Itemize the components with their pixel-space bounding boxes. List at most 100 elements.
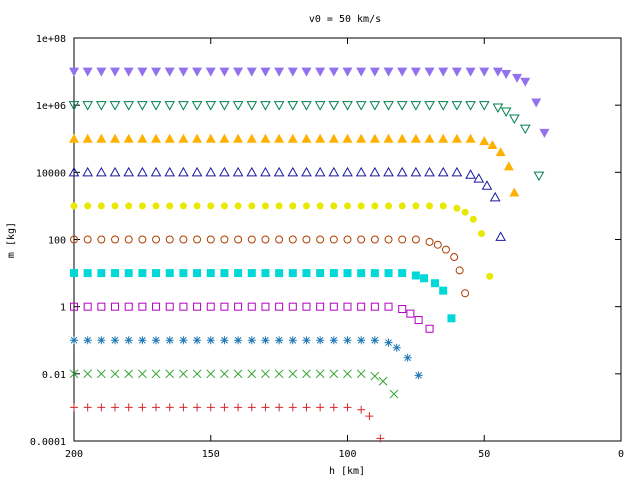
series-2 — [69, 369, 399, 399]
data-point — [397, 67, 408, 77]
y-tick-label: 1 — [60, 303, 66, 314]
series-3 — [70, 336, 423, 380]
data-point — [398, 235, 407, 244]
data-point — [411, 271, 420, 280]
data-point — [82, 166, 94, 177]
data-point — [478, 101, 490, 111]
data-point — [247, 336, 256, 345]
data-point — [288, 235, 297, 244]
data-point — [83, 235, 92, 244]
data-point — [370, 336, 379, 345]
data-point — [273, 166, 285, 177]
data-point — [137, 101, 148, 111]
data-point — [96, 67, 107, 77]
data-point — [97, 269, 106, 278]
data-point — [151, 133, 162, 143]
data-point — [178, 166, 189, 177]
data-point — [500, 107, 512, 117]
data-point — [97, 403, 106, 412]
data-point — [330, 202, 338, 210]
data-point — [301, 133, 312, 143]
series-10 — [68, 101, 545, 182]
data-point — [247, 269, 256, 278]
data-point — [164, 133, 175, 143]
data-point — [539, 128, 550, 138]
data-point — [247, 369, 257, 379]
data-point — [492, 103, 504, 114]
y-tick-label: 1e+06 — [36, 101, 66, 112]
y-tick-label: 0.0001 — [30, 437, 66, 448]
data-point — [369, 133, 380, 143]
data-point — [461, 208, 469, 216]
data-point — [205, 67, 216, 77]
data-point — [109, 166, 121, 177]
data-point — [357, 202, 365, 210]
data-point — [179, 403, 188, 412]
data-point — [150, 166, 162, 177]
data-point — [329, 403, 338, 412]
data-point — [370, 302, 379, 311]
data-point — [246, 67, 257, 77]
data-point — [151, 67, 162, 77]
data-point — [357, 405, 366, 414]
data-point — [396, 166, 408, 177]
data-point — [439, 286, 448, 295]
data-point — [70, 235, 78, 244]
data-point — [370, 371, 380, 381]
data-point — [207, 202, 215, 210]
data-marks — [68, 67, 550, 443]
data-point — [97, 235, 106, 244]
data-point — [152, 269, 161, 278]
data-point — [287, 67, 298, 77]
data-point — [343, 269, 352, 278]
data-point — [503, 161, 514, 171]
data-point — [138, 202, 146, 210]
data-point — [83, 369, 93, 379]
data-point — [328, 101, 340, 111]
data-point — [137, 166, 148, 177]
data-point — [97, 202, 105, 210]
data-point — [83, 403, 92, 412]
data-point — [398, 305, 407, 314]
data-point — [287, 166, 299, 177]
data-point — [123, 166, 135, 177]
data-point — [111, 336, 120, 345]
data-point — [205, 166, 217, 177]
data-point — [96, 369, 106, 379]
data-point — [509, 187, 520, 197]
data-point — [392, 343, 401, 352]
y-tick-label: 100 — [48, 236, 66, 247]
data-point — [465, 67, 476, 77]
data-point — [410, 101, 422, 111]
data-point — [343, 336, 352, 345]
data-point — [343, 403, 352, 412]
data-point — [220, 403, 229, 412]
data-point — [206, 369, 216, 379]
data-point — [357, 336, 366, 345]
data-point — [261, 369, 270, 379]
data-point — [469, 215, 477, 223]
data-point — [425, 324, 434, 333]
data-point — [287, 101, 299, 111]
data-point — [328, 133, 339, 143]
data-point — [288, 302, 297, 311]
data-point — [261, 202, 269, 210]
data-point — [111, 269, 120, 278]
data-point — [152, 202, 160, 210]
data-point — [473, 173, 485, 183]
data-point — [329, 336, 338, 345]
data-point — [369, 67, 380, 77]
data-point — [138, 336, 147, 345]
data-point — [275, 235, 284, 244]
data-point — [261, 336, 270, 345]
data-point — [533, 171, 545, 182]
data-point — [138, 369, 147, 379]
data-point — [111, 235, 120, 244]
data-point — [219, 67, 230, 77]
data-point — [179, 369, 188, 379]
data-point — [246, 101, 258, 111]
data-point — [165, 369, 175, 379]
data-point — [342, 133, 353, 143]
x-tick-label: 0 — [618, 449, 624, 460]
data-point — [465, 133, 476, 143]
